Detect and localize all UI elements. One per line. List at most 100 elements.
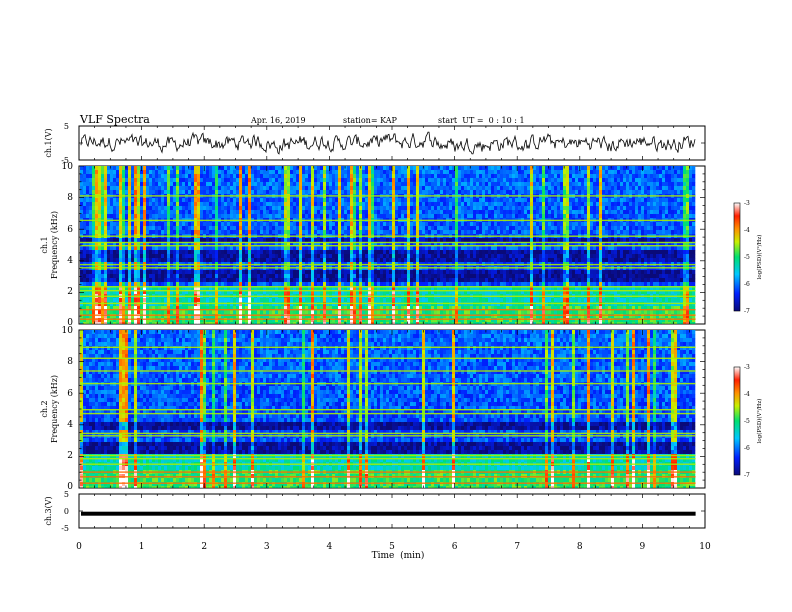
spectrogram-cell — [257, 246, 261, 251]
spectrogram-cell — [191, 186, 195, 191]
spectrogram-cell — [257, 170, 261, 175]
spectrogram-cell — [467, 214, 471, 219]
spectrogram-cell — [152, 166, 156, 171]
spectrogram-cell — [575, 198, 579, 203]
spectrogram-cell — [584, 242, 588, 247]
spectrogram-cell — [476, 246, 480, 251]
spectrogram-cell — [338, 190, 342, 195]
spectrogram-cell — [110, 186, 114, 191]
spectrogram-cell — [443, 254, 447, 259]
spectrogram-cell — [635, 166, 639, 171]
spectrogram-cell — [458, 166, 462, 171]
spectrogram-cell — [662, 166, 666, 171]
spectrogram-cell — [503, 250, 507, 255]
spectrogram-cell — [350, 230, 354, 235]
spectrogram-cell — [584, 250, 588, 255]
spectrogram-cell — [473, 254, 477, 259]
spectrogram-cell — [158, 178, 162, 183]
spectrogram-cell — [251, 242, 255, 247]
spectrogram-cell — [536, 246, 540, 251]
spectrogram-cell — [362, 178, 366, 183]
spectrogram-cell — [500, 198, 504, 203]
spectrogram-cell — [398, 178, 402, 183]
spectrogram-cell — [530, 210, 534, 215]
spectrogram-cell — [605, 182, 609, 187]
spectrogram-cell — [239, 226, 243, 231]
spectrogram-cell — [335, 258, 339, 263]
spectrogram-cell — [623, 210, 627, 215]
spectrogram-cell — [536, 214, 540, 219]
spectrogram-cell — [98, 258, 102, 263]
spectrogram-cell — [533, 238, 537, 243]
spectrogram-cell — [98, 186, 102, 191]
spectrogram-cell — [611, 182, 615, 187]
spectrogram-cell — [149, 222, 153, 227]
spectrogram-cell — [284, 210, 288, 215]
spectrogram-cell — [551, 226, 555, 231]
spectrogram-cell — [569, 254, 573, 259]
spectrogram-cell — [536, 174, 540, 179]
spectrogram-cell — [167, 222, 171, 227]
spectrogram-cell — [203, 226, 207, 231]
spectrogram-cell — [332, 246, 336, 251]
spectrogram-cell — [221, 222, 225, 227]
spectrogram-cell — [185, 258, 189, 263]
spectrogram-cell — [152, 178, 156, 183]
spectrogram-cell — [491, 174, 495, 179]
spectrogram-cell — [380, 174, 384, 179]
spectrogram-cell — [281, 238, 285, 243]
spectrogram-cell — [686, 182, 690, 187]
spectrogram-cell — [419, 202, 423, 207]
spectrogram-cell — [434, 246, 438, 251]
spectrogram-cell — [149, 226, 153, 231]
spectrogram-cell — [653, 250, 657, 255]
spectrogram-cell — [314, 226, 318, 231]
spectrogram-cell — [98, 178, 102, 183]
spectrogram-cell — [641, 222, 645, 227]
spectrogram-cell — [527, 254, 531, 259]
spectrogram-cell — [596, 186, 600, 191]
spectrogram-cell — [482, 190, 486, 195]
spectrogram-cell — [365, 186, 369, 191]
spectrogram-cell — [377, 186, 381, 191]
spectrogram-cell — [305, 178, 309, 183]
spectrogram-cell — [416, 174, 420, 179]
spectrogram-cell — [557, 202, 561, 207]
spectrogram-cell — [380, 242, 384, 247]
spectrogram-cell — [182, 170, 186, 175]
spectrogram-cell — [536, 186, 540, 191]
spectrogram-cell — [230, 258, 234, 263]
spectrogram-cell — [590, 174, 594, 179]
spectrogram-cell — [596, 206, 600, 211]
spectrogram-cell — [89, 170, 93, 175]
spectrogram-cell — [497, 250, 501, 255]
spectrogram-cell — [248, 226, 252, 231]
spectrogram-cell — [149, 238, 153, 243]
spectrogram-cell — [521, 190, 525, 195]
spectrogram-cell — [377, 222, 381, 227]
spectrogram-cell — [587, 178, 591, 183]
spectrogram-cell — [692, 254, 696, 259]
spectrogram-cell — [416, 186, 420, 191]
spectrogram-cell — [311, 214, 315, 219]
spectrogram-cell — [539, 238, 543, 243]
spectrogram-cell — [488, 182, 492, 187]
spectrogram-cell — [173, 238, 177, 243]
spectrogram-cell — [263, 170, 267, 175]
spectrogram-cell — [272, 206, 276, 211]
spectrogram-cell — [458, 186, 462, 191]
spectrogram-cell — [254, 230, 258, 235]
spectrogram-cell — [551, 186, 555, 191]
spectrogram-cell — [89, 202, 93, 207]
spectrogram-cell — [467, 254, 471, 259]
spectrogram-cell — [620, 258, 624, 263]
spectrogram-cell — [104, 178, 108, 183]
spectrogram-cell — [209, 186, 213, 191]
spectrogram-cell — [506, 166, 510, 171]
spectrogram-cell — [305, 226, 309, 231]
spectrogram-cell — [437, 178, 441, 183]
spectrogram-cell — [464, 190, 468, 195]
spectrogram-cell — [347, 214, 351, 219]
spectrogram-cell — [182, 250, 186, 255]
spectrogram-cell — [593, 190, 597, 195]
